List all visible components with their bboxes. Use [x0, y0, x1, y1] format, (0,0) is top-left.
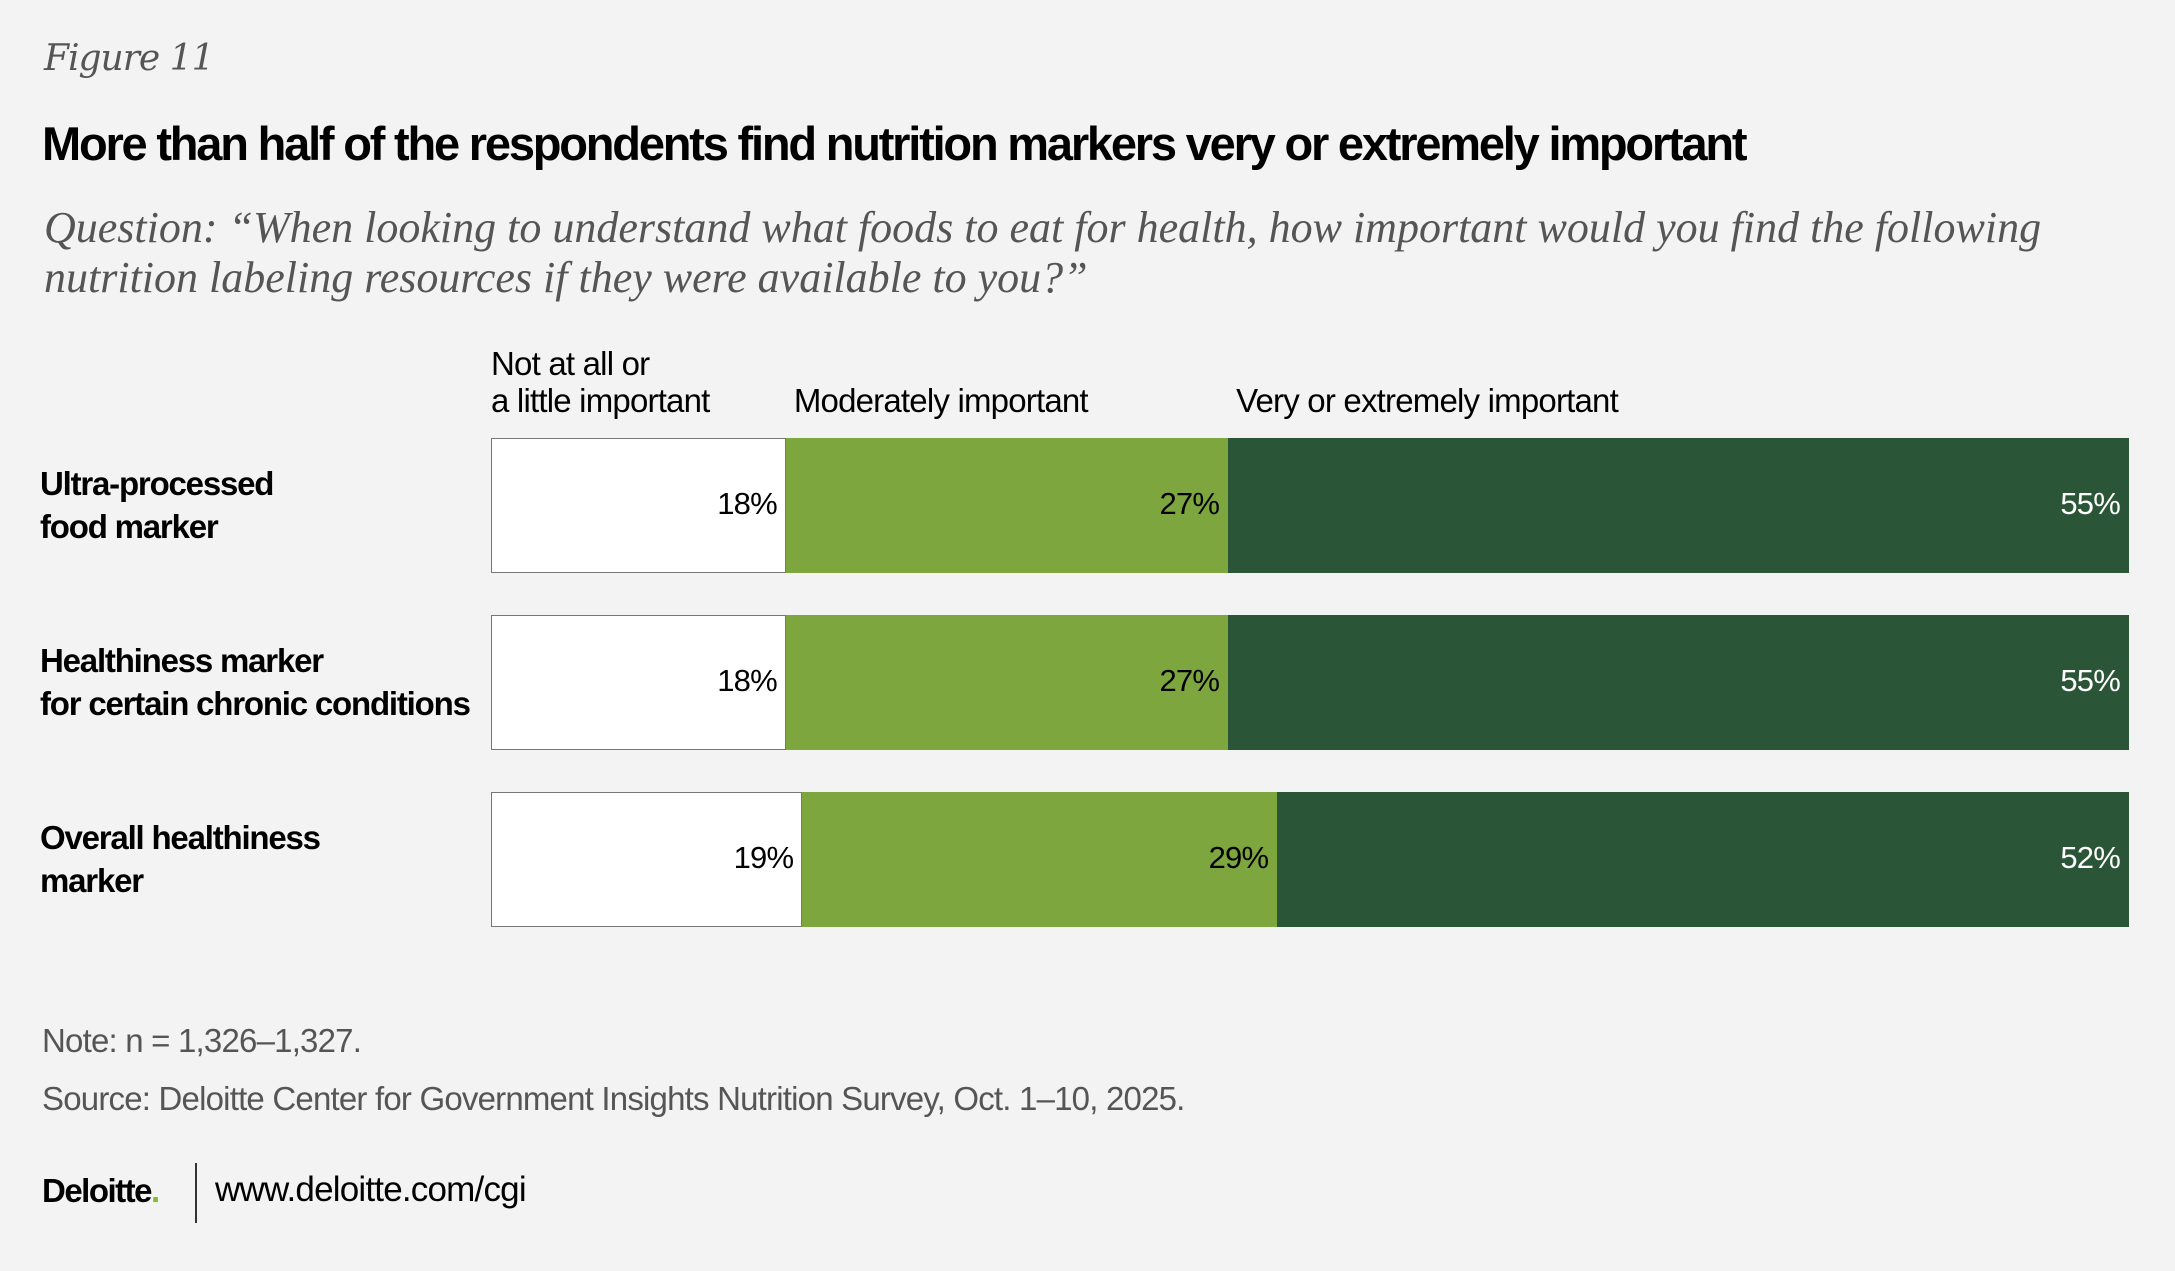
- legend-label: [1236, 345, 1618, 382]
- chart-subtitle-line-2: nutrition labeling resources if they wer…: [44, 253, 1088, 302]
- bar-segment: [491, 438, 786, 573]
- legend-item: Moderately important: [793, 345, 1089, 419]
- deloitte-logo: Deloitte.: [42, 1172, 160, 1209]
- bar-segment: [491, 792, 803, 927]
- figure-label: Figure 11: [44, 38, 214, 79]
- legend-item: Not at all or a little important: [491, 345, 710, 419]
- bar-segment: [1228, 438, 2129, 573]
- category-label: Ultra-processed food marker: [40, 462, 274, 548]
- chart-title: More than half of the respondents find n…: [42, 117, 1748, 170]
- category-label-line: food marker: [40, 508, 219, 545]
- category-label-line: marker: [40, 862, 144, 899]
- legend-label: Not at all or: [491, 345, 650, 382]
- data-label: 18%: [717, 486, 777, 521]
- data-label: 19%: [733, 840, 794, 875]
- footer-divider: [195, 1163, 197, 1223]
- legend-label: a little important: [491, 382, 710, 419]
- data-label: 29%: [1208, 840, 1269, 875]
- bar-segment: [802, 792, 1278, 927]
- category-label: Healthiness marker for certain chronic co…: [40, 639, 471, 725]
- category-label-line: Overall healthiness: [40, 819, 321, 856]
- bar-segment: [785, 438, 1229, 573]
- category-label-line: Healthiness marker: [40, 642, 324, 679]
- data-label: 18%: [717, 663, 777, 698]
- data-label: 55%: [2060, 486, 2120, 521]
- bar-segment: [1277, 792, 2129, 927]
- data-label: 27%: [1159, 663, 1220, 698]
- chart-subtitle-line-1: Question: “When looking to understand wh…: [44, 203, 2042, 252]
- category-label-line: for certain chronic conditions: [40, 685, 471, 722]
- category-label: Overall healthiness marker: [40, 816, 321, 902]
- data-label: 52%: [2060, 840, 2120, 875]
- bar-segment: [1228, 615, 2129, 750]
- bar-segment: [491, 615, 786, 750]
- category-label-line: Ultra-processed: [40, 465, 274, 502]
- note: Note: n = 1,326–1,327.: [42, 1022, 362, 1059]
- source: Source: Deloitte Center for Government I…: [42, 1080, 1185, 1117]
- bar-segment: [785, 615, 1229, 750]
- legend-label: [794, 345, 1088, 382]
- legend-item: Very or extremely important: [1236, 345, 1619, 419]
- legend-label: Moderately important: [793, 382, 1089, 419]
- website-link[interactable]: www.deloitte.com/cgi: [215, 1170, 527, 1209]
- data-label: 55%: [2060, 663, 2120, 698]
- data-label: 27%: [1159, 486, 1220, 521]
- legend-label: Very or extremely important: [1236, 382, 1619, 419]
